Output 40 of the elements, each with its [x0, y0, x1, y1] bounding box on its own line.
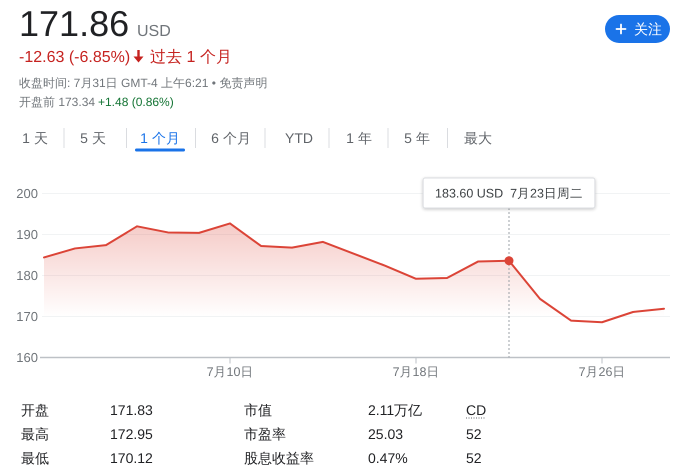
text: CD: [466, 402, 486, 418]
text: USD: [137, 23, 171, 40]
text: 最大: [464, 130, 492, 146]
text: 0.47%: [368, 450, 408, 466]
text: 1 天: [22, 130, 48, 146]
x-tick-label: 7月18日: [392, 365, 440, 379]
chart-title: 171.86: [19, 3, 130, 44]
text: 25.03: [368, 426, 404, 442]
text: 关注: [634, 21, 662, 37]
y-tick-label: 170: [16, 309, 38, 324]
text: 5 年: [404, 130, 430, 146]
text: 2.11万亿: [368, 402, 422, 418]
text: 1 年: [346, 130, 372, 146]
annotation: 183.60 USD 7月23日周二: [435, 186, 583, 200]
x-tick-label: 7月26日: [578, 365, 626, 379]
y-tick-label: 160: [16, 350, 38, 366]
y-tick-label: 180: [16, 268, 38, 284]
text: 52: [466, 426, 482, 442]
y-tick-label: 200: [16, 186, 38, 202]
text: 1 个月: [140, 130, 180, 146]
text: 172.95: [110, 426, 154, 442]
text: 170.12: [110, 450, 154, 466]
text: 过去 1 个月: [150, 48, 232, 66]
text: +1.48 (0.86%): [98, 95, 174, 109]
text: 171.83: [110, 402, 154, 418]
text: 市盈率: [244, 426, 286, 442]
text: 开盘前 173.34: [19, 95, 96, 109]
text: YTD: [285, 130, 313, 146]
text: 6 个月: [211, 130, 251, 146]
x-tick-label: 7月10日: [206, 365, 254, 379]
chart-subtitle: -12.63 (-6.85%): [19, 49, 130, 66]
text: 股息收益率: [244, 450, 314, 466]
y-tick-label: 190: [16, 227, 38, 242]
text: 最低: [21, 450, 49, 466]
text: 市值: [244, 402, 272, 418]
text: 5 天: [80, 130, 106, 146]
text: 收盘时间: 7月31日 GMT-4 上午6:21 • 免责声明: [19, 76, 268, 90]
text: 最高: [21, 426, 49, 442]
text: 52: [466, 450, 482, 466]
text: 开盘: [21, 402, 49, 418]
